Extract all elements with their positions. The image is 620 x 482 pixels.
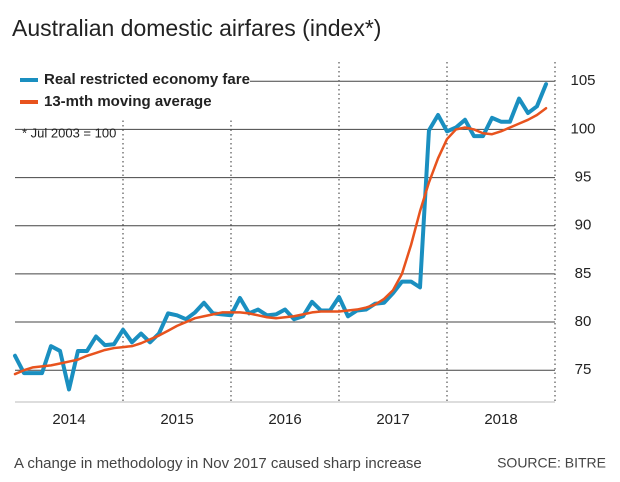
y-tick-label: 105 (570, 72, 595, 89)
x-tick-label: 2015 (160, 411, 193, 428)
legend-label: Real restricted economy fare (44, 71, 250, 88)
x-tick-label: 2018 (484, 411, 517, 428)
y-tick-label: 80 (575, 313, 592, 330)
y-tick-label: 95 (575, 169, 592, 186)
y-tick-label: 100 (570, 120, 595, 137)
chart-title: Australian domestic airfares (index*) (12, 15, 381, 41)
caption: A change in methodology in Nov 2017 caus… (14, 455, 422, 472)
series-line (13, 106, 548, 376)
y-tick-label: 75 (575, 361, 592, 378)
x-tick-label: 2017 (376, 411, 409, 428)
legend-label: 13-mth moving average (44, 93, 212, 110)
series-line (13, 82, 549, 392)
y-tick-label: 85 (575, 265, 592, 282)
x-tick-label: 2014 (52, 411, 85, 428)
legend-background (15, 62, 250, 120)
x-tick-label: 2016 (268, 411, 301, 428)
y-tick-label: 90 (575, 217, 592, 234)
annotation: * Jul 2003 = 100 (22, 125, 116, 140)
source: SOURCE: BITRE (497, 455, 606, 471)
